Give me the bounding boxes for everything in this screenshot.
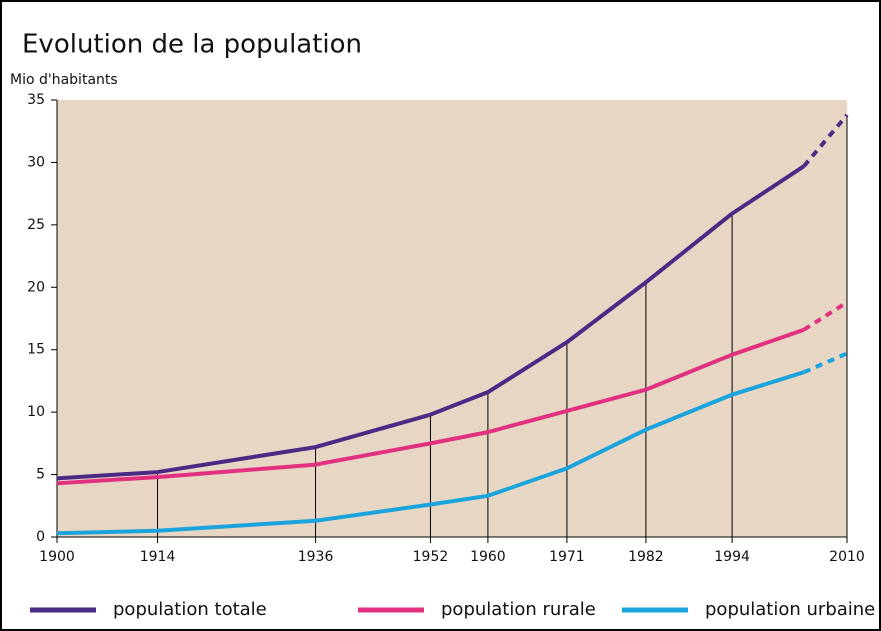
plot-background <box>57 100 847 537</box>
x-tick-label: 1971 <box>549 549 585 565</box>
y-tick-label: 20 <box>27 279 45 295</box>
y-tick-label: 15 <box>27 342 45 358</box>
x-tick-label: 1900 <box>39 549 75 565</box>
legend-label: population rurale <box>441 599 596 620</box>
x-tick-label: 1952 <box>413 549 449 565</box>
y-tick-label: 35 <box>27 92 45 108</box>
y-tick-label: 30 <box>27 154 45 170</box>
y-tick-label: 5 <box>36 467 45 483</box>
x-tick-label: 1960 <box>470 549 506 565</box>
x-tick-label: 1914 <box>140 549 176 565</box>
y-axis-label: Mio d'habitants <box>10 72 118 88</box>
chart-title: Evolution de la population <box>22 30 362 60</box>
y-tick-label: 10 <box>27 404 45 420</box>
x-tick-label: 1994 <box>714 549 750 565</box>
x-tick-label: 1936 <box>298 549 334 565</box>
y-tick-label: 25 <box>27 217 45 233</box>
legend-label: population urbaine <box>705 599 875 620</box>
x-tick-label: 1982 <box>628 549 664 565</box>
x-tick-label: 2010 <box>829 549 865 565</box>
y-tick-label: 0 <box>36 529 45 545</box>
chart: Evolution de la population Mio d'habitan… <box>0 0 881 631</box>
legend-label: population totale <box>113 599 267 620</box>
